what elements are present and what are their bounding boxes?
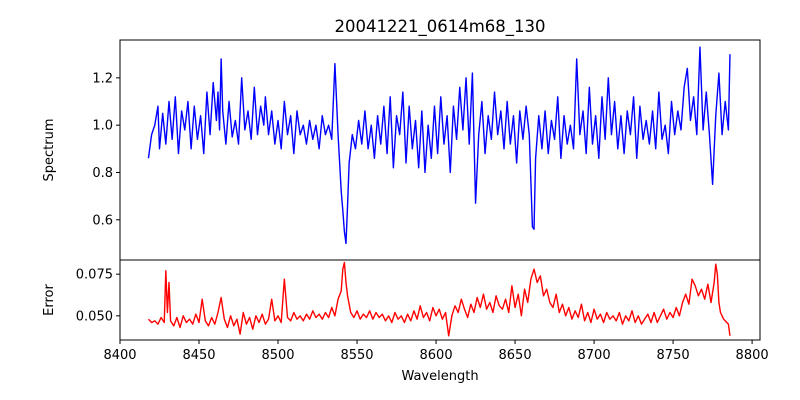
spectrum-ytick-label: 1.0 bbox=[92, 119, 113, 134]
spectrum-panel: 0.6 0.8 1.0 1.2 Spectrum bbox=[42, 39, 761, 261]
spectrum-axes-frame bbox=[119, 39, 761, 261]
spectrum-ytick-label: 0.6 bbox=[92, 213, 113, 228]
spectrum-ytick-label: 1.2 bbox=[92, 71, 113, 86]
error-line bbox=[147, 261, 731, 337]
x-tick-label: 8700 bbox=[578, 348, 611, 363]
x-tick-label: 8550 bbox=[340, 348, 373, 363]
spectrum-line bbox=[147, 46, 731, 245]
x-tick-label: 8450 bbox=[182, 348, 215, 363]
x-tick-label: 8800 bbox=[736, 348, 769, 363]
x-tick-label: 8600 bbox=[420, 348, 453, 363]
error-ytick-label: 0.050 bbox=[76, 309, 113, 324]
error-y-axis-label: Error bbox=[42, 284, 57, 316]
error-axes-frame bbox=[119, 259, 761, 341]
x-axis-label: Wavelength bbox=[401, 369, 478, 384]
x-tick-label: 8500 bbox=[261, 348, 294, 363]
x-tick-label: 8650 bbox=[499, 348, 532, 363]
spectrum-ytick-label: 0.8 bbox=[92, 166, 113, 181]
error-ytick-label: 0.075 bbox=[76, 268, 113, 283]
error-panel: 0.050 0.075 Error bbox=[42, 259, 761, 341]
x-tick-label: 8750 bbox=[657, 348, 690, 363]
chart-title: 20041221_0614m68_130 bbox=[334, 17, 545, 37]
x-axis: 8400 8450 8500 8550 8600 8650 8700 8750 8800 bbox=[103, 340, 769, 363]
spectrum-y-axis-label: Spectrum bbox=[42, 119, 57, 182]
x-tick-label: 8400 bbox=[103, 348, 136, 363]
